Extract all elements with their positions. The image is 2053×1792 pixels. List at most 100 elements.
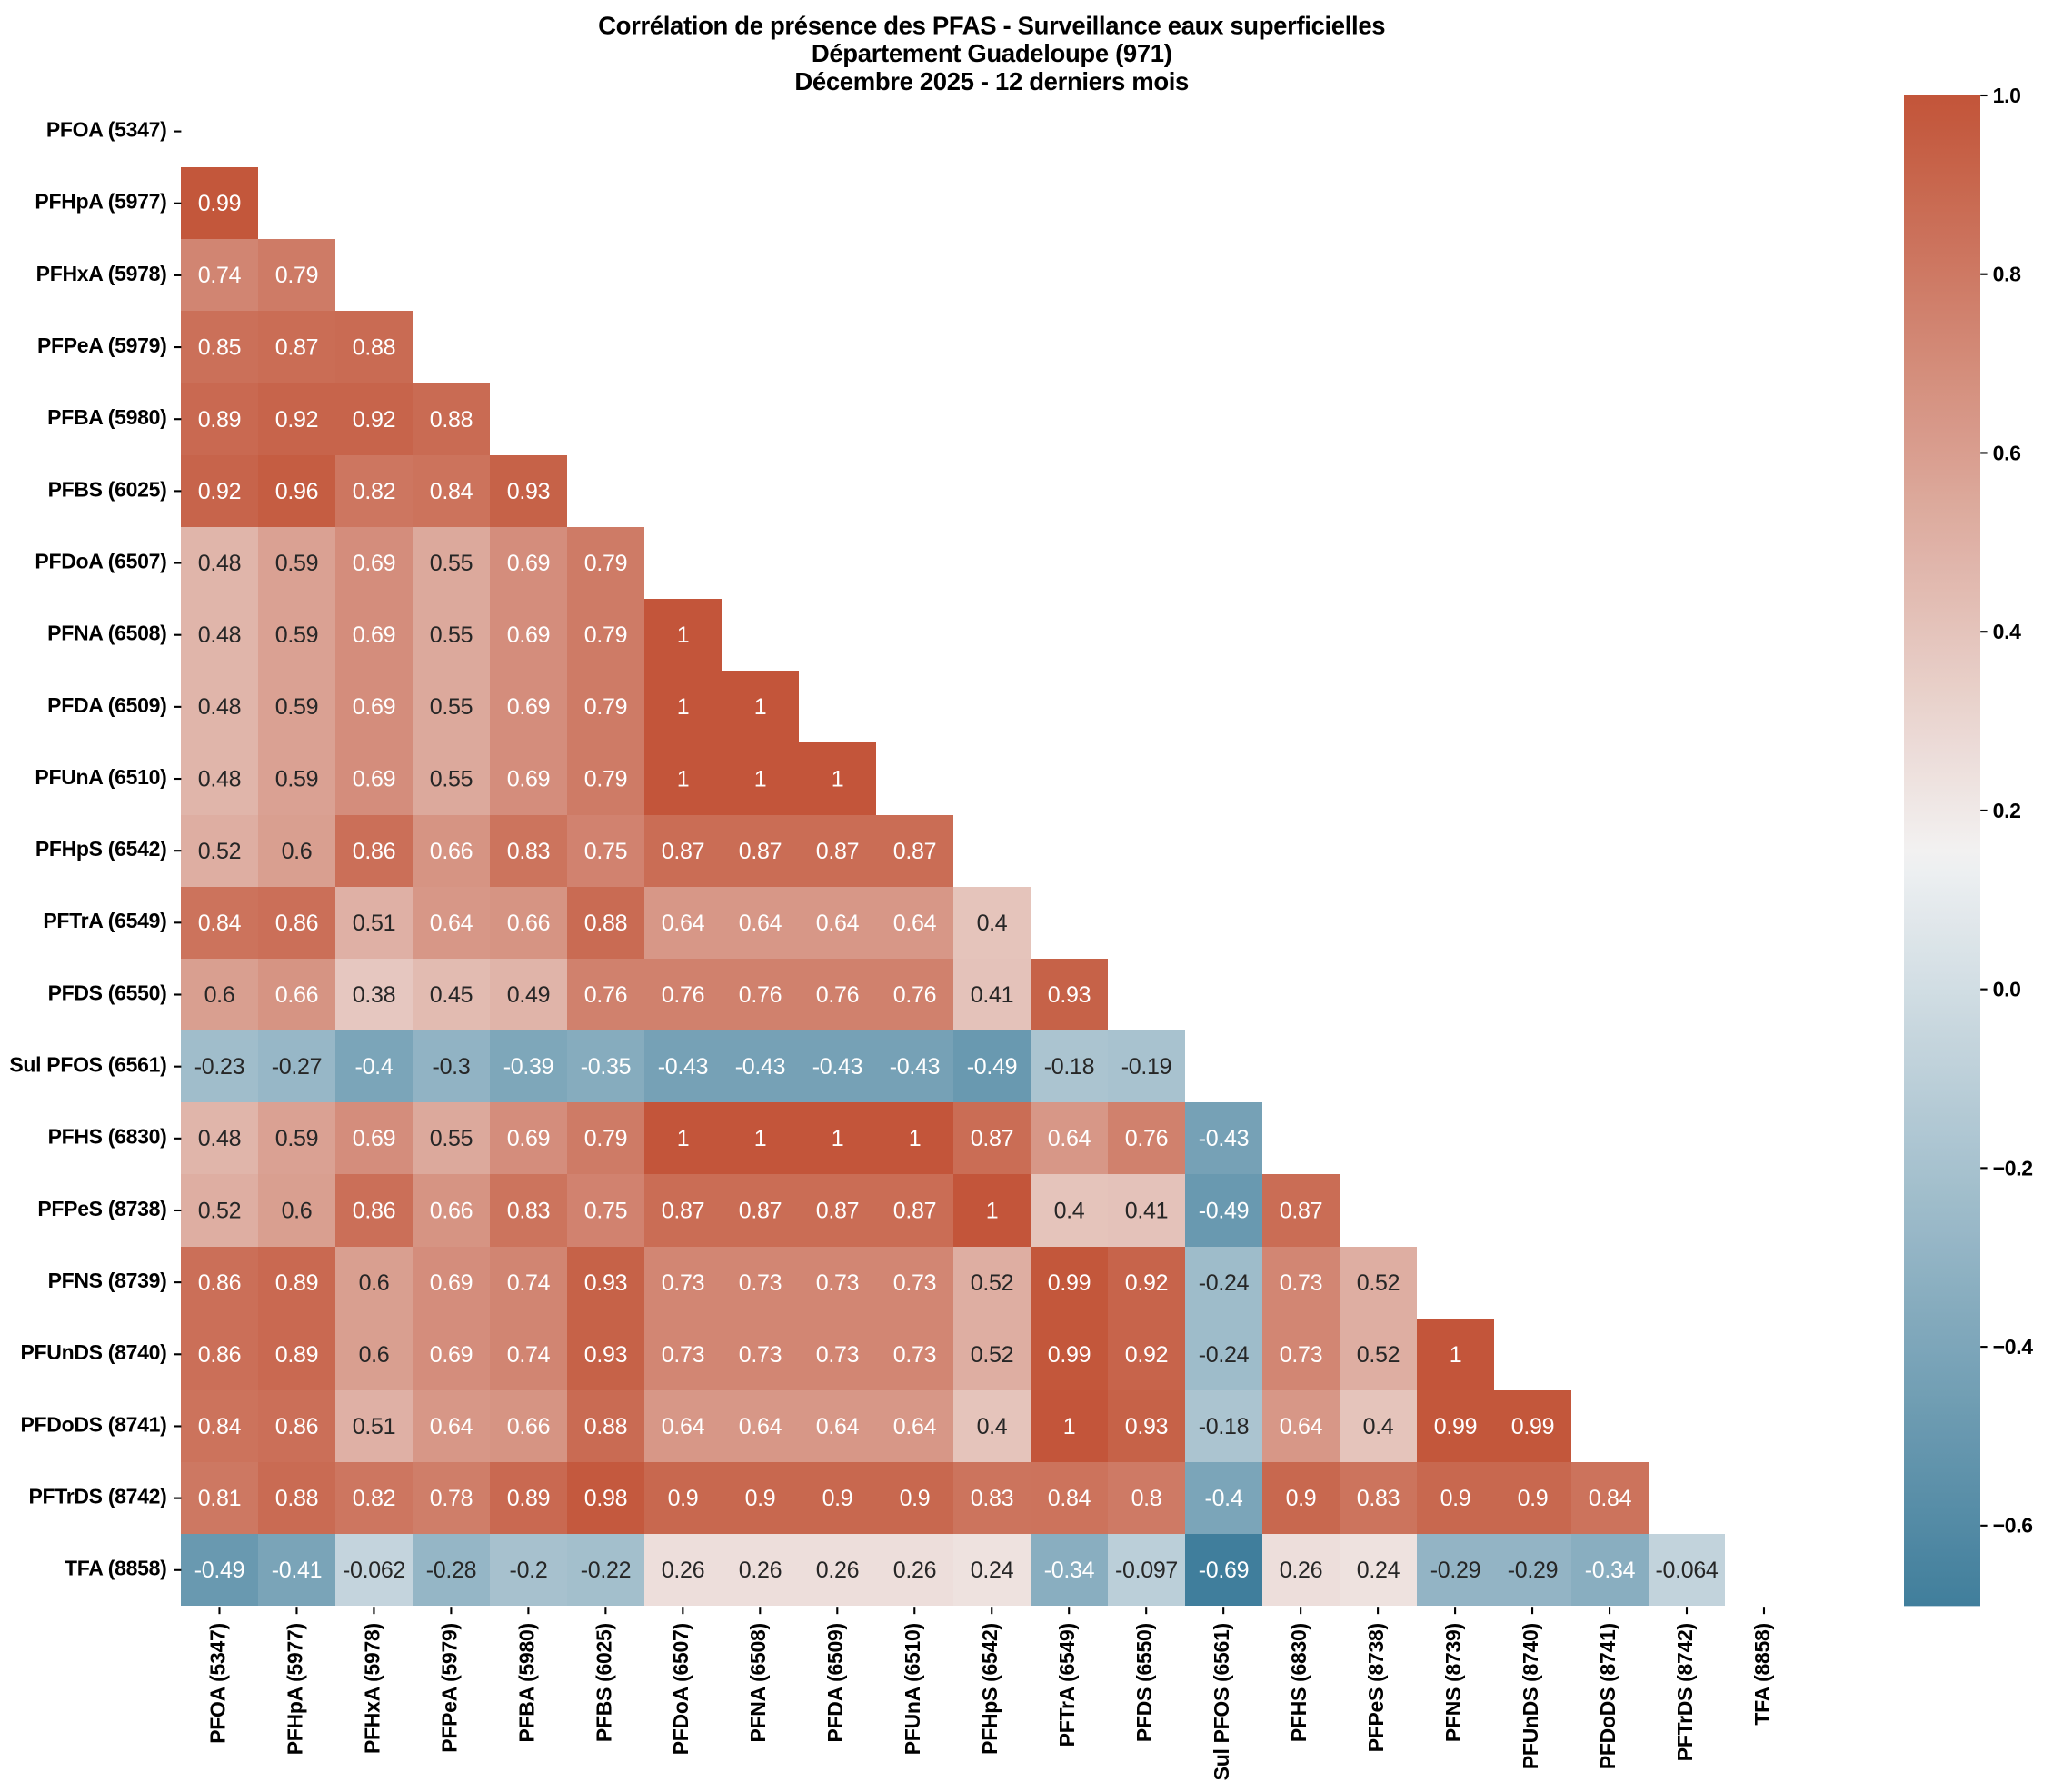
svg-text:PFUnDS (8740): PFUnDS (8740) [21,1340,167,1364]
svg-text:PFDS (6550): PFDS (6550) [48,981,167,1004]
svg-text:-0.4: -0.4 [355,1054,394,1080]
svg-text:0.64: 0.64 [1048,1126,1091,1151]
svg-text:PFHpA (5977): PFHpA (5977) [35,190,166,214]
svg-text:0.6: 0.6 [359,1342,390,1368]
svg-text:0.4: 0.4 [1363,1414,1394,1439]
svg-text:PFHS (6830): PFHS (6830) [1287,1623,1311,1742]
svg-text:0.84: 0.84 [1589,1486,1632,1511]
svg-text:-0.43: -0.43 [1199,1126,1249,1151]
svg-text:0.49: 0.49 [507,982,550,1008]
svg-text:0.66: 0.66 [430,1199,473,1224]
svg-text:0.26: 0.26 [739,1558,782,1583]
svg-text:0.93: 0.93 [1048,982,1091,1008]
svg-text:0.93: 0.93 [1125,1414,1168,1439]
svg-text:0.86: 0.86 [275,911,318,936]
svg-text:Corrélation de présence des PF: Corrélation de présence des PFAS - Surve… [598,11,1385,39]
svg-text:0.48: 0.48 [198,622,241,648]
svg-text:-0.4: -0.4 [1205,1486,1243,1511]
svg-text:0.69: 0.69 [430,1270,473,1296]
svg-text:0.99: 0.99 [198,191,241,216]
svg-text:PFNS (8739): PFNS (8739) [48,1269,167,1292]
svg-text:0.84: 0.84 [430,479,473,504]
svg-text:PFTrA (6549): PFTrA (6549) [1055,1623,1079,1747]
svg-text:1: 1 [832,767,844,792]
svg-text:-0.19: -0.19 [1121,1054,1171,1080]
svg-text:0.6: 0.6 [359,1270,390,1296]
svg-text:0.26: 0.26 [1280,1558,1322,1583]
svg-text:PFHpA (5977): PFHpA (5977) [283,1623,306,1755]
svg-text:PFBS (6025): PFBS (6025) [48,477,167,501]
svg-text:1: 1 [677,767,690,792]
svg-text:-0.49: -0.49 [967,1054,1017,1080]
svg-text:0.55: 0.55 [430,622,473,648]
svg-text:0.74: 0.74 [507,1342,551,1368]
svg-text:Décembre 2025 - 12 derniers mo: Décembre 2025 - 12 derniers mois [794,67,1189,95]
svg-text:Sul PFOS (6561): Sul PFOS (6561) [1210,1623,1233,1780]
svg-text:0.99: 0.99 [1048,1270,1091,1296]
svg-text:0.86: 0.86 [353,1199,395,1224]
svg-text:0.73: 0.73 [816,1270,859,1296]
svg-text:0.24: 0.24 [1357,1558,1400,1583]
svg-text:0.52: 0.52 [971,1270,1013,1296]
svg-text:-0.23: -0.23 [194,1054,244,1080]
svg-text:-0.49: -0.49 [1199,1199,1249,1224]
svg-text:0.52: 0.52 [971,1342,1013,1368]
svg-text:-0.18: -0.18 [1044,1054,1094,1080]
svg-text:0.99: 0.99 [1511,1414,1554,1439]
svg-text:0.64: 0.64 [893,1414,937,1439]
svg-text:1: 1 [677,1126,690,1151]
svg-text:0.87: 0.87 [1280,1199,1322,1224]
svg-text:0.87: 0.87 [275,335,318,361]
svg-text:−0.6: −0.6 [1993,1514,2033,1538]
svg-text:0.93: 0.93 [584,1270,627,1296]
svg-text:0.79: 0.79 [275,263,318,288]
svg-text:0.79: 0.79 [584,767,627,792]
svg-text:-0.27: -0.27 [272,1054,322,1080]
svg-text:−0.4: −0.4 [1993,1335,2034,1359]
svg-text:0.73: 0.73 [1280,1342,1322,1368]
svg-text:1: 1 [677,622,690,648]
svg-text:0.96: 0.96 [275,479,318,504]
svg-text:0.73: 0.73 [662,1342,704,1368]
svg-text:0.92: 0.92 [353,407,395,433]
svg-text:0.86: 0.86 [353,839,395,864]
svg-text:PFUnDS (8740): PFUnDS (8740) [1519,1623,1542,1769]
svg-text:PFDoA (6507): PFDoA (6507) [669,1623,693,1755]
svg-text:1.0: 1.0 [1993,84,2021,107]
svg-text:0.48: 0.48 [198,767,241,792]
svg-text:-0.69: -0.69 [1199,1558,1249,1583]
svg-text:0.87: 0.87 [662,839,704,864]
svg-text:-0.062: -0.062 [343,1558,405,1583]
svg-text:0.4: 0.4 [977,911,1008,936]
svg-text:-0.35: -0.35 [581,1054,631,1080]
svg-text:0.78: 0.78 [430,1486,473,1511]
svg-text:-0.18: -0.18 [1199,1414,1249,1439]
svg-text:0.51: 0.51 [353,911,395,936]
svg-text:-0.43: -0.43 [735,1054,785,1080]
svg-text:-0.34: -0.34 [1044,1558,1095,1583]
svg-text:PFOA (5347): PFOA (5347) [46,117,167,141]
svg-text:-0.49: -0.49 [194,1558,244,1583]
svg-text:0.88: 0.88 [353,335,395,361]
svg-text:-0.064: -0.064 [1655,1558,1718,1583]
svg-text:PFNS (8739): PFNS (8739) [1441,1623,1465,1742]
svg-text:0.87: 0.87 [893,839,936,864]
svg-text:Département Guadeloupe (971): Département Guadeloupe (971) [812,39,1172,67]
svg-text:0.66: 0.66 [507,1414,550,1439]
svg-text:0.87: 0.87 [662,1199,704,1224]
svg-text:PFPeS (8738): PFPeS (8738) [1364,1623,1388,1752]
svg-text:0.92: 0.92 [1125,1342,1168,1368]
svg-text:0.59: 0.59 [275,767,318,792]
svg-text:PFPeA (5979): PFPeA (5979) [437,1623,461,1753]
svg-text:0.0: 0.0 [1993,978,2021,1001]
svg-text:0.26: 0.26 [816,1558,859,1583]
svg-text:PFTrDS (8742): PFTrDS (8742) [1673,1623,1697,1761]
svg-text:1: 1 [754,694,767,720]
svg-text:1: 1 [909,1126,922,1151]
svg-text:0.9: 0.9 [822,1486,853,1511]
svg-text:0.88: 0.88 [430,407,473,433]
svg-text:0.69: 0.69 [507,767,550,792]
svg-text:-0.39: -0.39 [503,1054,553,1080]
svg-text:0.76: 0.76 [893,982,936,1008]
svg-text:PFOA (5347): PFOA (5347) [205,1623,229,1744]
